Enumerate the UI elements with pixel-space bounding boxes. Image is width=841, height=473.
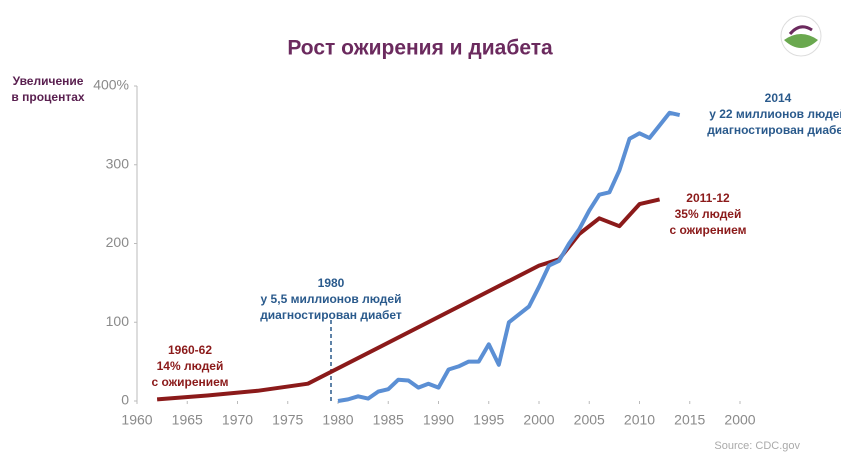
y-tick-label: 200 [106,234,130,250]
annotation: у 22 миллионов людей [709,107,841,121]
annotation: у 5,5 миллионов людей [261,292,402,306]
annotation: диагностирован диабет [260,308,402,322]
chart-title: Рост ожирения и диабета [287,37,553,60]
x-tick-label: 1975 [272,412,303,428]
x-tick-label: 1980 [322,412,353,428]
logo [780,15,822,57]
x-tick-label: 1970 [222,412,253,428]
annotation: с ожирением [151,375,228,389]
y-tick-label: 100 [106,313,130,329]
x-tick-label: 2005 [574,412,605,428]
y-tick-label: 0 [121,392,129,408]
source: Source: CDC.gov [714,440,800,452]
x-tick-label: 1990 [423,412,454,428]
x-tick-label: 1960 [121,412,152,428]
x-tick-label: 2015 [674,412,705,428]
x-tick-label: 2000 [523,412,554,428]
y-label: Увеличение [13,74,84,88]
y-tick-label: 400% [93,77,129,93]
x-tick-label: 2000 [724,412,755,428]
y-label: в процентах [11,90,84,104]
x-tick-label: 1985 [373,412,404,428]
annotation: 14% людей [157,359,224,373]
line [156,197,661,402]
annotation: 1960-62 [168,343,212,357]
annotation: 35% людей [675,207,742,221]
annotation: с ожирением [669,223,746,237]
line [337,110,681,403]
annotation: 2014 [765,91,792,105]
annotation: 2011-12 [686,191,730,205]
x-tick-label: 2010 [624,412,655,428]
y-tick-label: 300 [106,155,130,171]
x-tick-label: 1995 [473,412,504,428]
annotation: диагностирован диабет [707,123,841,137]
x-tick-label: 1965 [172,412,203,428]
annotation: 1980 [318,276,345,290]
